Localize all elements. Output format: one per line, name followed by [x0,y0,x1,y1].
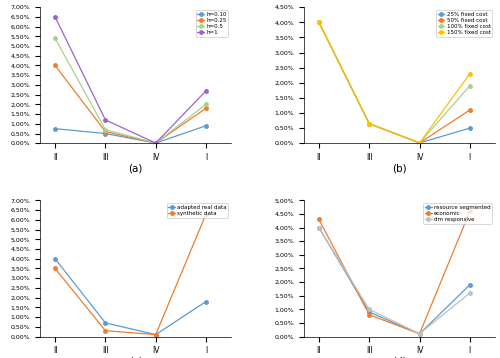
h=0.5 [203,102,209,107]
X-axis label: (b): (b) [392,163,406,173]
Legend: adapted real data, synthetic data: adapted real data, synthetic data [166,203,228,218]
adapted real data [203,299,209,304]
dm responsive [467,291,473,295]
h=1 [152,141,158,145]
adapted real data [102,321,108,325]
h=0.5 [152,141,158,145]
25% fixed cost [316,20,322,24]
50% fixed cost [366,121,372,126]
h=0.25 [52,63,58,68]
150% fixed cost [416,141,422,145]
synthetic data [52,266,58,271]
dm responsive [366,307,372,311]
50% fixed cost [467,108,473,112]
h=0.5 [102,127,108,132]
Line: 100% fixed cost: 100% fixed cost [317,20,472,145]
Legend: resource segmented, economic, dm responsive: resource segmented, economic, dm respons… [424,203,492,224]
h=0.25 [102,130,108,134]
adapted real data [52,257,58,261]
h=0.25 [152,141,158,145]
Line: h=1: h=1 [54,15,208,145]
25% fixed cost [467,126,473,130]
Line: h=0.10: h=0.10 [54,124,208,145]
resource segmented [467,283,473,287]
50% fixed cost [316,20,322,24]
25% fixed cost [416,141,422,145]
Line: economic: economic [317,209,472,335]
h=1 [52,15,58,19]
resource segmented [416,332,422,336]
synthetic data [203,212,209,216]
100% fixed cost [467,84,473,88]
100% fixed cost [416,141,422,145]
economic [316,217,322,222]
X-axis label: (c): (c) [128,357,142,358]
synthetic data [152,333,158,337]
Line: h=0.5: h=0.5 [54,37,208,145]
h=0.10 [203,124,209,128]
h=0.25 [203,106,209,110]
resource segmented [316,226,322,230]
synthetic data [102,329,108,333]
Line: synthetic data: synthetic data [54,212,208,336]
dm responsive [416,332,422,336]
Line: adapted real data: adapted real data [54,257,208,336]
h=0.10 [52,126,58,131]
resource segmented [366,310,372,314]
Line: h=0.25: h=0.25 [54,64,208,145]
150% fixed cost [316,20,322,24]
h=1 [203,89,209,93]
h=0.5 [52,36,58,40]
Line: 25% fixed cost: 25% fixed cost [317,20,472,145]
Line: 150% fixed cost: 150% fixed cost [317,20,472,145]
economic [467,209,473,213]
h=0.10 [152,141,158,145]
Line: 50% fixed cost: 50% fixed cost [317,20,472,145]
Legend: h=0.10, h=0.25, h=0.5, h=1: h=0.10, h=0.25, h=0.5, h=1 [196,10,228,37]
100% fixed cost [316,20,322,24]
h=0.10 [102,131,108,136]
150% fixed cost [366,121,372,126]
adapted real data [152,333,158,337]
Line: dm responsive: dm responsive [317,226,472,335]
50% fixed cost [416,141,422,145]
economic [366,313,372,317]
X-axis label: (d): (d) [392,357,406,358]
X-axis label: (a): (a) [128,163,143,173]
Legend: 25% fixed cost, 50% fixed cost, 100% fixed cost, 150% fixed cost: 25% fixed cost, 50% fixed cost, 100% fix… [436,10,492,37]
h=1 [102,118,108,122]
150% fixed cost [467,72,473,76]
economic [416,332,422,336]
100% fixed cost [366,121,372,126]
dm responsive [316,226,322,230]
25% fixed cost [366,121,372,126]
Line: resource segmented: resource segmented [317,226,472,335]
